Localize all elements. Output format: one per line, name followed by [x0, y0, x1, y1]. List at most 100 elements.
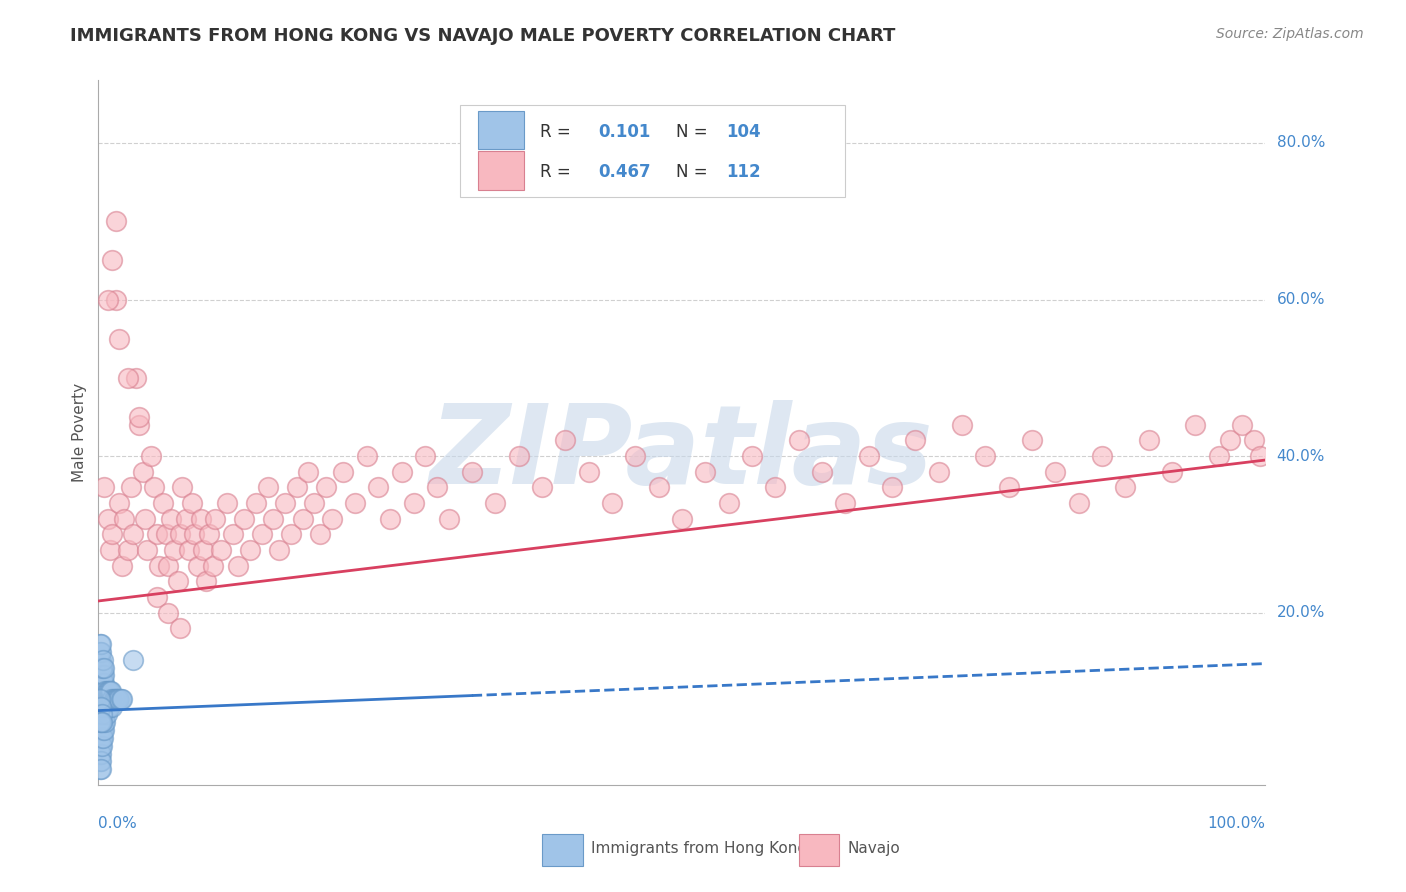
Text: Source: ZipAtlas.com: Source: ZipAtlas.com — [1216, 27, 1364, 41]
Point — [304, 496, 326, 510]
Point — [461, 465, 484, 479]
Text: R =: R = — [540, 123, 575, 141]
Point — [245, 496, 267, 510]
Point — [159, 512, 181, 526]
Point — [101, 691, 124, 706]
Point — [101, 699, 124, 714]
Point — [152, 496, 174, 510]
Point — [107, 691, 129, 706]
Point — [104, 691, 127, 706]
Point — [157, 606, 180, 620]
Point — [93, 684, 115, 698]
Point — [143, 480, 166, 494]
Point — [367, 480, 389, 494]
Text: ZIPatlas: ZIPatlas — [430, 401, 934, 508]
Point — [98, 691, 121, 706]
Point — [1067, 496, 1090, 510]
Point — [97, 691, 120, 706]
Point — [179, 543, 201, 558]
Point — [146, 527, 169, 541]
Point — [97, 699, 120, 714]
Point — [89, 691, 111, 706]
Point — [880, 480, 903, 494]
Point — [530, 480, 553, 494]
Point — [221, 527, 243, 541]
Point — [624, 449, 647, 463]
Point — [89, 699, 111, 714]
Text: 20.0%: 20.0% — [1277, 605, 1324, 620]
Point — [1021, 434, 1043, 448]
Point — [233, 512, 256, 526]
Point — [269, 543, 291, 558]
Text: 112: 112 — [727, 163, 761, 181]
Point — [169, 621, 191, 635]
Point — [97, 512, 120, 526]
Point — [128, 409, 150, 424]
Point — [90, 731, 112, 745]
Point — [100, 691, 122, 706]
Point — [111, 691, 134, 706]
Point — [309, 527, 332, 541]
Point — [90, 676, 112, 690]
Point — [91, 731, 114, 745]
Point — [163, 543, 186, 558]
FancyBboxPatch shape — [799, 834, 839, 866]
Point — [98, 699, 121, 714]
Point — [90, 684, 112, 698]
Point — [91, 684, 114, 698]
Point — [285, 480, 308, 494]
Text: R =: R = — [540, 163, 575, 181]
Point — [172, 480, 194, 494]
Point — [90, 707, 112, 722]
Point — [97, 684, 120, 698]
Point — [89, 691, 111, 706]
Point — [91, 653, 114, 667]
Point — [91, 691, 114, 706]
Point — [90, 731, 112, 745]
Point — [950, 417, 973, 432]
FancyBboxPatch shape — [541, 834, 582, 866]
Point — [89, 668, 111, 682]
Point — [91, 676, 114, 690]
Point — [90, 699, 112, 714]
Point — [1243, 434, 1265, 448]
Point — [93, 691, 115, 706]
Point — [90, 660, 112, 674]
Point — [90, 707, 112, 722]
Point — [402, 496, 425, 510]
Point — [103, 691, 125, 706]
Point — [204, 512, 226, 526]
Point — [105, 691, 128, 706]
Point — [763, 480, 786, 494]
Point — [90, 715, 112, 730]
Point — [90, 676, 112, 690]
Point — [193, 543, 215, 558]
Point — [811, 465, 834, 479]
Point — [1114, 480, 1136, 494]
Y-axis label: Male Poverty: Male Poverty — [72, 383, 87, 483]
Point — [695, 465, 717, 479]
Point — [437, 512, 460, 526]
Point — [132, 465, 155, 479]
Point — [89, 755, 111, 769]
Point — [89, 660, 111, 674]
Point — [321, 512, 343, 526]
Point — [93, 676, 115, 690]
Point — [262, 512, 284, 526]
Point — [344, 496, 367, 510]
Point — [183, 527, 205, 541]
Point — [96, 707, 118, 722]
Point — [91, 723, 114, 738]
Point — [194, 574, 217, 589]
Point — [148, 558, 170, 573]
Point — [91, 715, 114, 730]
Point — [93, 707, 115, 722]
Point — [89, 699, 111, 714]
Point — [291, 512, 314, 526]
Point — [97, 684, 120, 698]
Point — [508, 449, 530, 463]
Point — [166, 574, 188, 589]
Point — [93, 715, 115, 730]
Point — [1219, 434, 1241, 448]
Point — [90, 660, 112, 674]
